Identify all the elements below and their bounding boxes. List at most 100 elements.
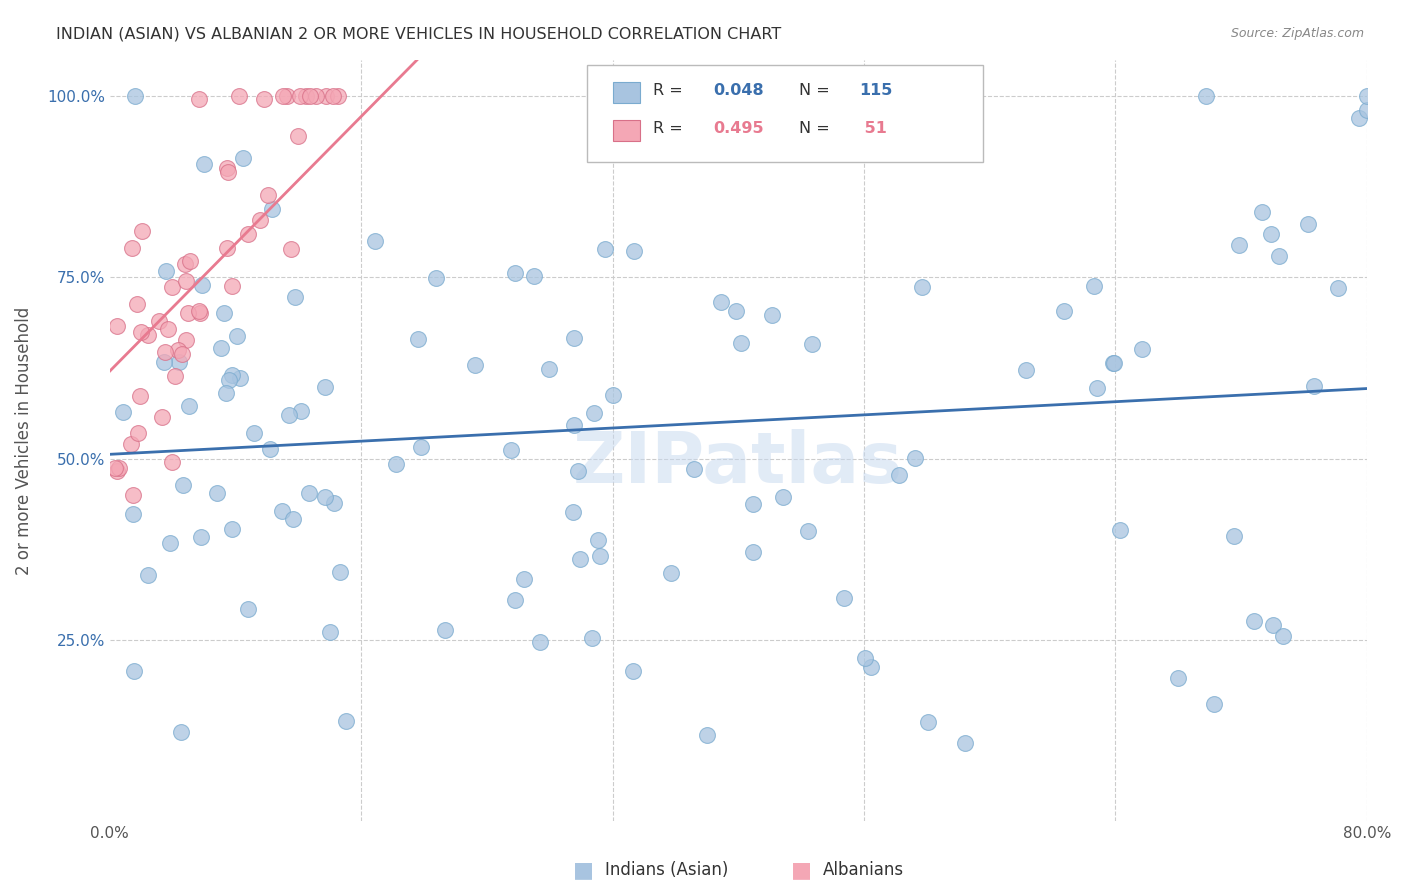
Point bbox=[742, 545, 765, 559]
Point bbox=[314, 490, 336, 504]
Point bbox=[621, 664, 644, 678]
FancyBboxPatch shape bbox=[613, 82, 640, 103]
Point bbox=[602, 388, 624, 402]
Point bbox=[155, 264, 177, 278]
Point bbox=[167, 354, 190, 368]
Point bbox=[243, 426, 266, 441]
Point bbox=[156, 322, 179, 336]
Point bbox=[179, 399, 201, 413]
Point bbox=[221, 278, 243, 293]
Point bbox=[1130, 342, 1153, 356]
Point bbox=[160, 280, 183, 294]
Point bbox=[290, 403, 312, 417]
Point bbox=[105, 464, 128, 478]
Point bbox=[648, 88, 671, 103]
Point bbox=[150, 409, 173, 424]
Y-axis label: 2 or more Vehicles in Household: 2 or more Vehicles in Household bbox=[15, 307, 32, 574]
Point bbox=[228, 88, 250, 103]
Text: Source: ZipAtlas.com: Source: ZipAtlas.com bbox=[1230, 27, 1364, 40]
Point bbox=[499, 443, 522, 458]
Point bbox=[112, 405, 135, 419]
Point bbox=[166, 343, 188, 357]
Point bbox=[253, 92, 276, 106]
Point bbox=[329, 566, 352, 580]
Point bbox=[105, 319, 128, 334]
Point bbox=[742, 497, 765, 511]
Point bbox=[887, 468, 910, 483]
Point bbox=[165, 369, 187, 384]
Point bbox=[273, 88, 295, 103]
Point bbox=[107, 461, 129, 475]
Point bbox=[433, 623, 456, 637]
Point bbox=[1195, 88, 1218, 103]
Point bbox=[262, 202, 284, 216]
Point bbox=[122, 664, 145, 678]
Text: Indians (Asian): Indians (Asian) bbox=[605, 861, 728, 879]
Point bbox=[159, 536, 181, 550]
Point bbox=[1260, 227, 1282, 241]
Point bbox=[853, 650, 876, 665]
Point bbox=[179, 254, 201, 268]
Point bbox=[221, 522, 243, 536]
Point bbox=[207, 485, 229, 500]
Point bbox=[1355, 88, 1378, 103]
Point bbox=[281, 512, 304, 526]
Point bbox=[1355, 103, 1378, 118]
Point bbox=[328, 88, 350, 103]
Point bbox=[335, 714, 357, 728]
Point bbox=[505, 266, 527, 280]
Point bbox=[284, 290, 307, 304]
Point bbox=[1015, 363, 1038, 377]
Point bbox=[1296, 217, 1319, 231]
Point bbox=[503, 593, 526, 607]
Text: ■: ■ bbox=[792, 860, 811, 880]
Text: ZIPatlas: ZIPatlas bbox=[574, 429, 903, 498]
Point bbox=[121, 507, 143, 521]
Text: ■: ■ bbox=[574, 860, 593, 880]
Point bbox=[1222, 529, 1244, 543]
Point bbox=[1085, 381, 1108, 395]
Point bbox=[125, 297, 148, 311]
Point bbox=[236, 602, 259, 616]
Point bbox=[903, 451, 925, 466]
Point bbox=[717, 142, 740, 156]
Point bbox=[1167, 671, 1189, 685]
Point bbox=[215, 385, 238, 400]
Point bbox=[865, 114, 887, 128]
Point bbox=[153, 355, 176, 369]
Point bbox=[104, 460, 127, 475]
Point bbox=[409, 440, 432, 454]
Point bbox=[586, 533, 609, 548]
Point bbox=[562, 331, 585, 345]
Point bbox=[797, 524, 820, 539]
Text: 0.048: 0.048 bbox=[713, 83, 763, 98]
Point bbox=[169, 724, 191, 739]
Point bbox=[153, 344, 176, 359]
Point bbox=[193, 157, 215, 171]
FancyBboxPatch shape bbox=[613, 120, 640, 141]
Point bbox=[529, 634, 551, 648]
Text: 51: 51 bbox=[859, 121, 887, 136]
Point bbox=[271, 504, 294, 518]
Point bbox=[172, 347, 194, 361]
Point bbox=[561, 505, 583, 519]
Point bbox=[280, 242, 302, 256]
Point bbox=[236, 227, 259, 242]
Point bbox=[172, 478, 194, 492]
Point bbox=[177, 306, 200, 320]
Point bbox=[710, 294, 733, 309]
Point bbox=[257, 188, 280, 202]
Point bbox=[174, 333, 197, 347]
Point bbox=[209, 341, 232, 355]
Point bbox=[593, 242, 616, 256]
Point bbox=[1227, 238, 1250, 252]
Point bbox=[523, 269, 546, 284]
Point bbox=[188, 303, 211, 318]
Point bbox=[319, 624, 342, 639]
Point bbox=[225, 329, 247, 343]
Point bbox=[589, 549, 612, 564]
Point bbox=[1202, 697, 1225, 711]
Point bbox=[276, 88, 298, 103]
Point bbox=[1251, 205, 1274, 219]
Point bbox=[174, 274, 197, 288]
